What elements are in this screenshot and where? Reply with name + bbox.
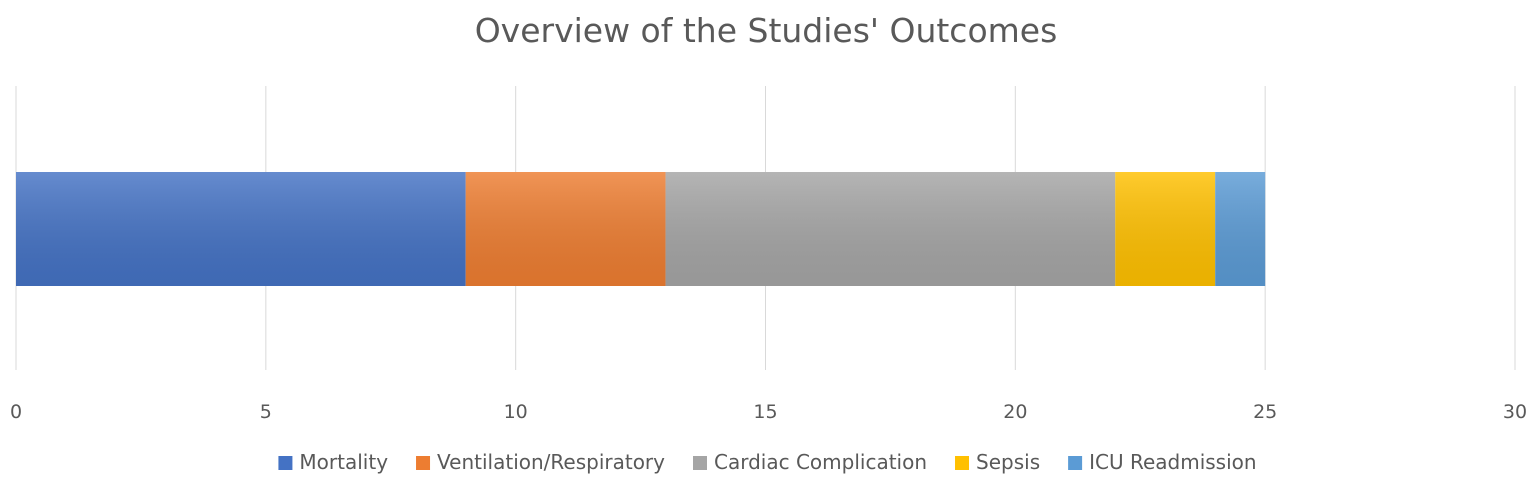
bar-segment-shade-ventilation-respiratory (465, 172, 666, 286)
legend-item-ventilation-respiratory: Ventilation/Respiratory (416, 450, 665, 474)
legend-swatch-icu-readmission (1068, 456, 1083, 470)
legend-label-cardiac-complication: Cardiac Complication (714, 450, 927, 474)
x-axis-tick-labels: 0 5 10 15 20 25 30 (10, 401, 1527, 423)
legend-swatch-sepsis (955, 456, 970, 470)
x-tick-label-5: 25 (1253, 401, 1277, 423)
legend-label-icu-readmission: ICU Readmission (1089, 450, 1256, 474)
legend-item-cardiac-complication: Cardiac Complication (693, 450, 927, 474)
x-tick-label-0: 0 (10, 401, 22, 423)
legend-swatch-mortality (278, 456, 293, 470)
legend-item-sepsis: Sepsis (955, 450, 1040, 474)
bar-segment-shade-icu-readmission (1215, 172, 1266, 286)
bar-segment-shade-mortality (16, 172, 466, 286)
x-tick-label-6: 30 (1503, 401, 1527, 423)
bar-segment-shade-cardiac-complication (665, 172, 1116, 286)
x-tick-label-4: 20 (1003, 401, 1027, 423)
x-tick-label-3: 15 (753, 401, 777, 423)
legend-item-mortality: Mortality (278, 450, 388, 474)
x-tick-label-1: 5 (260, 401, 272, 423)
bar-segments (16, 172, 1266, 286)
legend-item-icu-readmission: ICU Readmission (1068, 450, 1257, 474)
legend-swatch-cardiac-complication (693, 456, 707, 470)
legend-swatch-ventilation-respiratory (416, 456, 431, 470)
bar-segment-shade-sepsis (1115, 172, 1216, 286)
chart-title: Overview of the Studies' Outcomes (475, 11, 1058, 50)
legend-label-mortality: Mortality (299, 450, 388, 474)
x-tick-label-2: 10 (504, 401, 528, 423)
legend-label-ventilation-respiratory: Ventilation/Respiratory (437, 450, 665, 474)
legend-label-sepsis: Sepsis (976, 450, 1040, 474)
legend: Mortality Ventilation/Respiratory Cardiac … (278, 450, 1257, 474)
